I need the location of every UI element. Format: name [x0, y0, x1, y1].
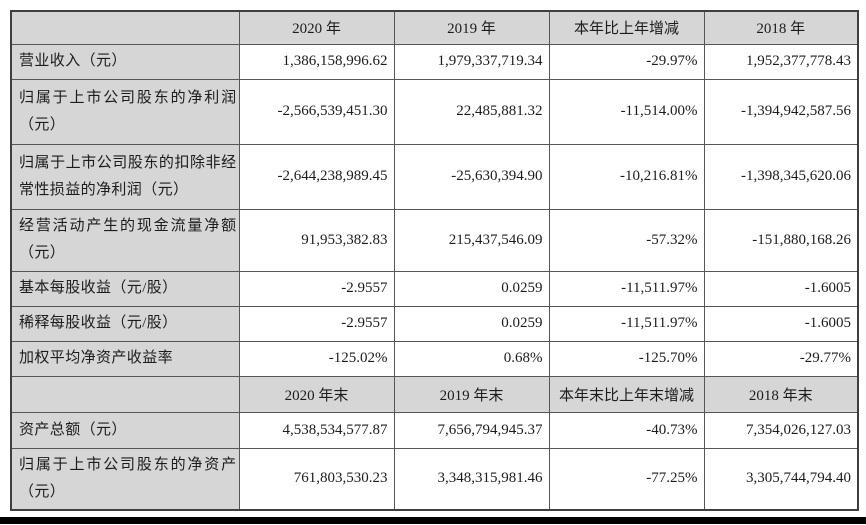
- row-label: 归属于上市公司股东的净资产（元）: [10, 447, 240, 511]
- cell-value: -40.73%: [548, 411, 705, 449]
- column-header-year-end-change: 本年末比上年末增减: [548, 375, 705, 413]
- cell-value: 7,656,794,945.37: [393, 411, 550, 449]
- column-header-2019: 2019 年: [393, 10, 550, 45]
- table-row-weighted-avg-roe: 加权平均净资产收益率 -125.02% 0.68% -125.70% -29.7…: [10, 340, 859, 377]
- column-header-2018-end: 2018 年末: [703, 375, 859, 413]
- row-label: 资产总额（元）: [10, 411, 240, 449]
- row-label: 基本每股收益（元/股）: [10, 270, 240, 307]
- cell-value: 1,979,337,719.34: [393, 43, 550, 80]
- cell-value: -1,394,942,587.56: [703, 78, 859, 145]
- column-header-2020: 2020 年: [238, 10, 395, 45]
- cell-value: -1,398,345,620.06: [703, 143, 859, 210]
- cell-value: 1,386,158,996.62: [238, 43, 395, 80]
- table-row-total-assets: 资产总额（元） 4,538,534,577.87 7,656,794,945.3…: [10, 411, 859, 449]
- column-header-2018: 2018 年: [703, 10, 859, 45]
- header-corner-cell: [10, 10, 240, 45]
- cell-value: 0.0259: [393, 305, 550, 342]
- table-row-basic-eps: 基本每股收益（元/股） -2.9557 0.0259 -11,511.97% -…: [10, 270, 859, 307]
- table-header-row-year-end: 2020 年末 2019 年末 本年末比上年末增减 2018 年末: [10, 375, 859, 413]
- cell-value: -151,880,168.26: [703, 208, 859, 272]
- table-row-net-profit-excl-nonrecurring: 归属于上市公司股东的扣除非经常性损益的净利润（元） -2,644,238,989…: [10, 143, 859, 210]
- cell-value: 91,953,382.83: [238, 208, 395, 272]
- cell-value: -25,630,394.90: [393, 143, 550, 210]
- cell-value: -2,644,238,989.45: [238, 143, 395, 210]
- row-label: 稀释每股收益（元/股）: [10, 305, 240, 342]
- row-label: 归属于上市公司股东的净利润（元）: [10, 78, 240, 145]
- table-header-row-annual: 2020 年 2019 年 本年比上年增减 2018 年: [10, 10, 859, 45]
- cell-value: -2.9557: [238, 305, 395, 342]
- cell-value: 215,437,546.09: [393, 208, 550, 272]
- cell-value: 0.0259: [393, 270, 550, 307]
- cell-value: 3,305,744,794.40: [703, 447, 859, 511]
- cell-value: -57.32%: [548, 208, 705, 272]
- cell-value: -77.25%: [548, 447, 705, 511]
- cell-value: 22,485,881.32: [393, 78, 550, 145]
- cell-value: 761,803,530.23: [238, 447, 395, 511]
- cell-value: 7,354,026,127.03: [703, 411, 859, 449]
- cell-value: 4,538,534,577.87: [238, 411, 395, 449]
- header-corner-cell: [10, 375, 240, 413]
- cell-value: 3,348,315,981.46: [393, 447, 550, 511]
- row-label: 经营活动产生的现金流量净额（元）: [10, 208, 240, 272]
- table-row-diluted-eps: 稀释每股收益（元/股） -2.9557 0.0259 -11,511.97% -…: [10, 305, 859, 342]
- column-header-2019-end: 2019 年末: [393, 375, 550, 413]
- cell-value: -2,566,539,451.30: [238, 78, 395, 145]
- cell-value: -1.6005: [703, 270, 859, 307]
- table-row-net-profit: 归属于上市公司股东的净利润（元） -2,566,539,451.30 22,48…: [10, 78, 859, 145]
- table-row-operating-cash-flow: 经营活动产生的现金流量净额（元） 91,953,382.83 215,437,5…: [10, 208, 859, 272]
- row-label: 加权平均净资产收益率: [10, 340, 240, 377]
- page-divider-bar: [0, 517, 866, 524]
- table-row-revenue: 营业收入（元） 1,386,158,996.62 1,979,337,719.3…: [10, 43, 859, 80]
- cell-value: 0.68%: [393, 340, 550, 377]
- column-header-2020-end: 2020 年末: [238, 375, 395, 413]
- cell-value: -125.02%: [238, 340, 395, 377]
- row-label: 归属于上市公司股东的扣除非经常性损益的净利润（元）: [10, 143, 240, 210]
- cell-value: -11,514.00%: [548, 78, 705, 145]
- cell-value: -125.70%: [548, 340, 705, 377]
- cell-value: 1,952,377,778.43: [703, 43, 859, 80]
- table-row-net-assets: 归属于上市公司股东的净资产（元） 761,803,530.23 3,348,31…: [10, 447, 859, 511]
- cell-value: -29.77%: [703, 340, 859, 377]
- cell-value: -10,216.81%: [548, 143, 705, 210]
- column-header-yoy-change: 本年比上年增减: [548, 10, 705, 45]
- row-label: 营业收入（元）: [10, 43, 240, 80]
- financial-summary-table: 2020 年 2019 年 本年比上年增减 2018 年 营业收入（元） 1,3…: [10, 10, 859, 511]
- cell-value: -11,511.97%: [548, 305, 705, 342]
- cell-value: -1.6005: [703, 305, 859, 342]
- cell-value: -29.97%: [548, 43, 705, 80]
- cell-value: -2.9557: [238, 270, 395, 307]
- cell-value: -11,511.97%: [548, 270, 705, 307]
